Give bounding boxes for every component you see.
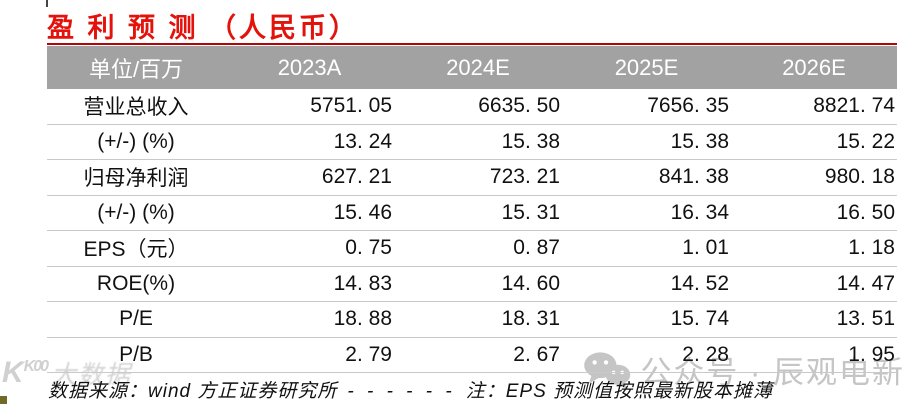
- cell-value: 15. 46: [333, 200, 392, 224]
- table-row-revenue: 营业总收入 5751. 05 6635. 50 7656. 35 8821. 7…: [47, 89, 897, 125]
- forecast-table: 单位/百万 2023A 2024E 2025E 2026E 营业总收入 5751…: [47, 46, 897, 373]
- header-cell-2023a: 2023A: [277, 54, 342, 80]
- cell-value: 841. 38: [658, 165, 729, 189]
- cell-value: 2. 79: [345, 342, 392, 366]
- cell-value: 6635. 50: [478, 94, 560, 118]
- header-cell-2025e: 2025E: [614, 54, 679, 80]
- table-body: 营业总收入 5751. 05 6635. 50 7656. 35 8821. 7…: [47, 89, 897, 373]
- table-row-net-profit: 归母净利润 627. 21 723. 21 841. 38 980. 18: [47, 160, 897, 196]
- cell-value: 18. 31: [501, 307, 560, 331]
- cell-value: 14. 52: [670, 271, 729, 295]
- table-row-eps: EPS（元） 0. 75 0. 87 1. 01 1. 18: [47, 231, 897, 267]
- bottom-left-artifact: [0, 396, 7, 404]
- row-label: 营业总收入: [83, 96, 189, 120]
- title-divider: [47, 43, 897, 45]
- row-label: (+/-) (%): [97, 200, 175, 224]
- k-logo-icon: KK00: [2, 356, 49, 389]
- table-row-pb: P/B 2. 79 2. 67 2. 28 1. 95: [47, 338, 897, 373]
- cell-value: 15. 38: [670, 129, 729, 153]
- cell-value: 723. 21: [489, 165, 560, 189]
- table-header-row: 单位/百万 2023A 2024E 2025E 2026E: [47, 46, 897, 89]
- cell-value: 16. 50: [836, 200, 895, 224]
- row-label: P/E: [119, 307, 153, 331]
- header-cell-unit: 单位/百万: [88, 56, 184, 82]
- row-label: (+/-) (%): [97, 129, 175, 153]
- cell-value: 5751. 05: [310, 94, 392, 118]
- cell-value: 627. 21: [321, 165, 392, 189]
- cell-value: 13. 51: [836, 307, 895, 331]
- cell-value: 0. 75: [345, 236, 392, 260]
- cell-value: 1. 95: [848, 342, 895, 366]
- eps-note-text: 注：EPS 预测值按照最新股本摊薄: [465, 381, 774, 402]
- row-label: 归母净利润: [83, 167, 189, 191]
- data-platform-watermark-text: 大数据: [51, 361, 133, 389]
- cell-value: 18. 88: [333, 307, 392, 331]
- cell-value: 13. 24: [333, 129, 392, 153]
- cell-value: 15. 74: [670, 307, 729, 331]
- cell-value: 1. 01: [682, 236, 729, 260]
- cell-value: 0. 87: [513, 236, 560, 260]
- table-row-pe: P/E 18. 88 18. 31 15. 74 13. 51: [47, 302, 897, 338]
- cell-value: 15. 38: [501, 129, 560, 153]
- row-label: ROE(%): [96, 271, 176, 295]
- header-cell-2024e: 2024E: [446, 54, 510, 80]
- row-label: P/B: [119, 342, 153, 366]
- top-left-artifact: [46, 0, 48, 7]
- table-row-roe: ROE(%) 14. 83 14. 60 14. 52 14. 47: [47, 267, 897, 302]
- k-logo-sup: K00: [23, 358, 49, 375]
- cell-value: 2. 28: [682, 342, 729, 366]
- cell-value: 14. 83: [333, 271, 392, 295]
- cell-value: 14. 47: [836, 271, 895, 295]
- data-source-text: 数据来源：wind 方正证券研究所: [48, 381, 338, 402]
- cell-value: 15. 22: [836, 129, 895, 153]
- data-platform-watermark: KK00 大数据: [2, 355, 132, 391]
- header-cell-2026e: 2026E: [782, 54, 846, 80]
- cell-value: 16. 34: [670, 200, 729, 224]
- cell-value: 980. 18: [824, 165, 895, 189]
- table-row-revenue-growth: (+/-) (%) 13. 24 15. 38 15. 38 15. 22: [47, 125, 897, 160]
- cell-value: 8821. 74: [813, 94, 895, 118]
- row-label: EPS（元）: [83, 238, 189, 262]
- source-note: 数据来源：wind 方正证券研究所 - - - - - - 注：EPS 预测值按照最…: [48, 376, 773, 403]
- cell-value: 7656. 35: [647, 94, 729, 118]
- table-row-profit-growth: (+/-) (%) 15. 46 15. 31 16. 34 16. 50: [47, 196, 897, 231]
- cell-value: 14. 60: [501, 271, 560, 295]
- cell-value: 1. 18: [848, 236, 895, 260]
- cell-value: 15. 31: [501, 200, 560, 224]
- page-title: 盈 利 预 测 （人民币）: [47, 13, 360, 43]
- cell-value: 2. 67: [513, 342, 560, 366]
- footer-dashes: - - - - - -: [347, 381, 456, 402]
